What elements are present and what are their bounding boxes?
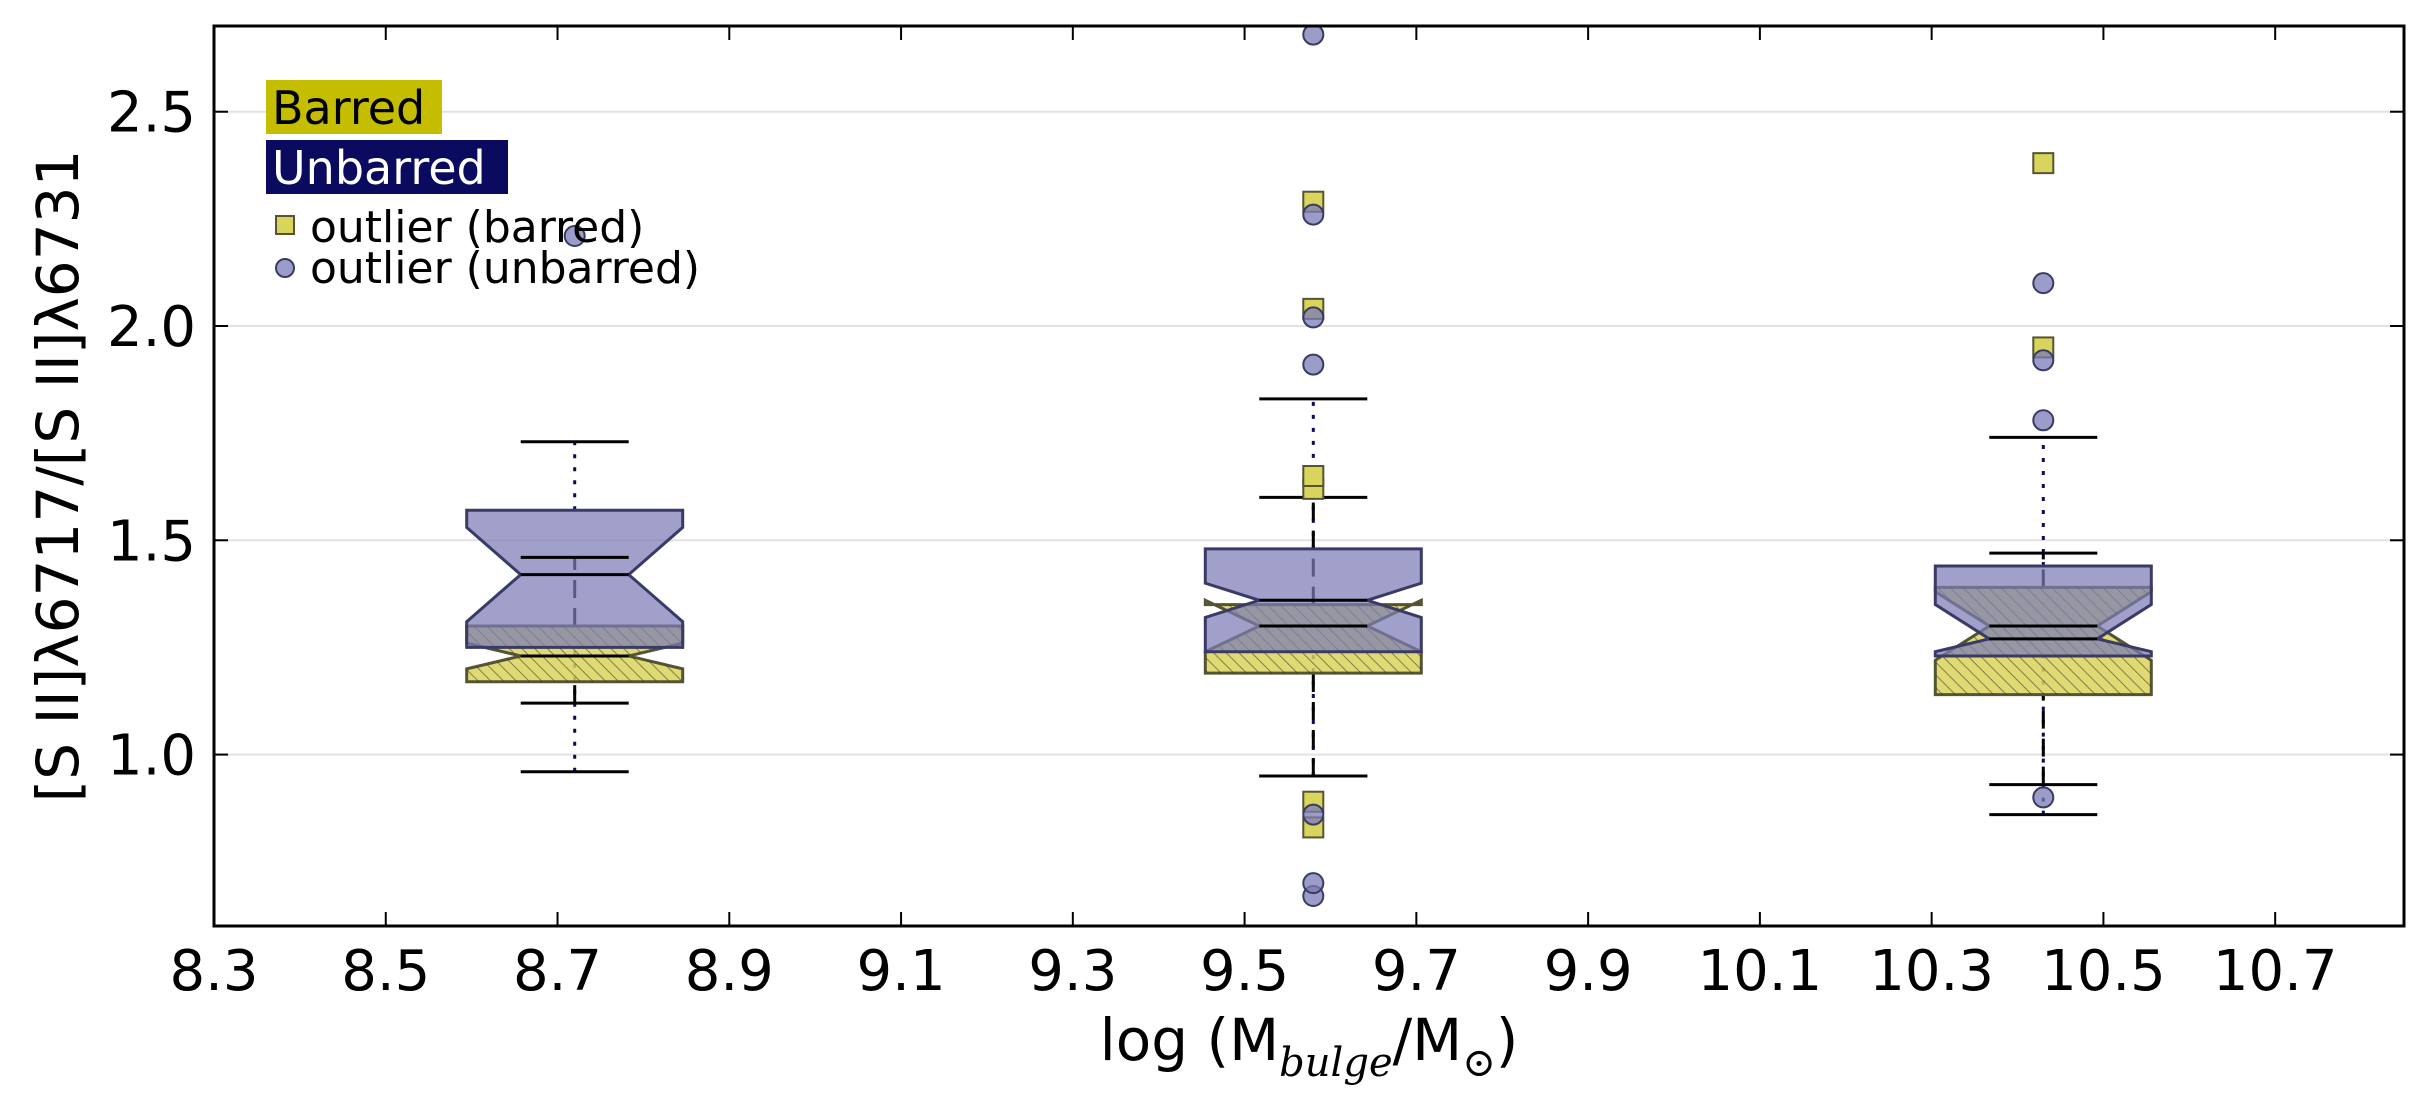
outlier-unbarred (1302, 26, 1325, 46)
outlier-unbarred (2032, 349, 2055, 372)
plot-frame (212, 24, 2406, 928)
y-axis-ticks: 1.0 1.5 2.0 2.5 (107, 81, 2404, 789)
x-axis-label-prefix: log (M (1100, 1006, 1280, 1074)
x-tick-label: 8.9 (685, 939, 774, 1004)
outlier-unbarred (1302, 203, 1325, 226)
outlier-unbarred (1302, 353, 1325, 376)
x-axis-label-mid: /M (1393, 1006, 1463, 1074)
x-tick-label: 10.3 (1869, 939, 1994, 1004)
y-axis-label: [S II]λ6717/[S II]λ6731 (24, 150, 92, 803)
outlier-barred (2032, 152, 2055, 175)
outlier-barred (1302, 465, 1325, 487)
y-tick-label: 1.0 (107, 724, 196, 789)
outlier-unbarred (2032, 409, 2055, 432)
legend-barred-label: Barred (272, 81, 425, 135)
outlier-unbarred (1302, 306, 1325, 329)
y-tick-label: 2.5 (107, 81, 196, 146)
box-unbarred (465, 508, 685, 649)
x-tick-label: 8.7 (513, 939, 602, 1004)
outlier-unbarred (1302, 872, 1325, 895)
y-tick-label: 1.5 (107, 509, 196, 574)
legend-outlier-unbarred-marker (275, 258, 295, 278)
outlier-unbarred (2032, 272, 2055, 295)
x-tick-label: 10.5 (2041, 939, 2166, 1004)
legend: Barred Unbarred outlier (barred) outlier… (266, 80, 700, 294)
legend-unbarred-label: Unbarred (272, 141, 486, 195)
x-tick-label: 9.1 (857, 939, 946, 1004)
legend-outlier-unbarred-label: outlier (unbarred) (310, 243, 700, 294)
x-tick-label: 9.5 (1200, 939, 1289, 1004)
plot-marks (465, 26, 2153, 907)
legend-outlier-barred-label: outlier (barred) (310, 202, 644, 253)
x-axis-ticks: 8.3 8.5 8.7 8.9 9.1 9.3 9.5 9.7 9.9 10.1 10.3 10.5 1… (169, 26, 2338, 1004)
x-tick-label: 9.7 (1372, 939, 1461, 1004)
x-tick-label: 9.9 (1544, 939, 1633, 1004)
box-unbarred (1933, 564, 2153, 658)
legend-unbarred-background (266, 140, 508, 194)
outlier-unbarred (2032, 786, 2055, 809)
x-axis-label-suffix: ) (1496, 1006, 1519, 1074)
x-axis-label-subscript: bulge (1279, 1040, 1392, 1086)
x-tick-label: 10.7 (2213, 939, 2338, 1004)
y-tick-label: 2.0 (107, 295, 196, 360)
legend-barred-background (266, 80, 442, 134)
outlier-unbarred (563, 225, 586, 247)
outlier-unbarred (1302, 803, 1325, 826)
x-axis-label: log (Mbulge/M⊙) (1100, 1006, 1519, 1086)
legend-outlier-barred-marker (275, 215, 295, 235)
x-tick-label: 9.3 (1028, 939, 1117, 1004)
x-tick-label: 8.5 (341, 939, 430, 1004)
x-axis-label-sun-symbol: ⊙ (1462, 1040, 1496, 1086)
x-tick-label: 8.3 (169, 939, 258, 1004)
x-tick-label: 10.1 (1698, 939, 1823, 1004)
